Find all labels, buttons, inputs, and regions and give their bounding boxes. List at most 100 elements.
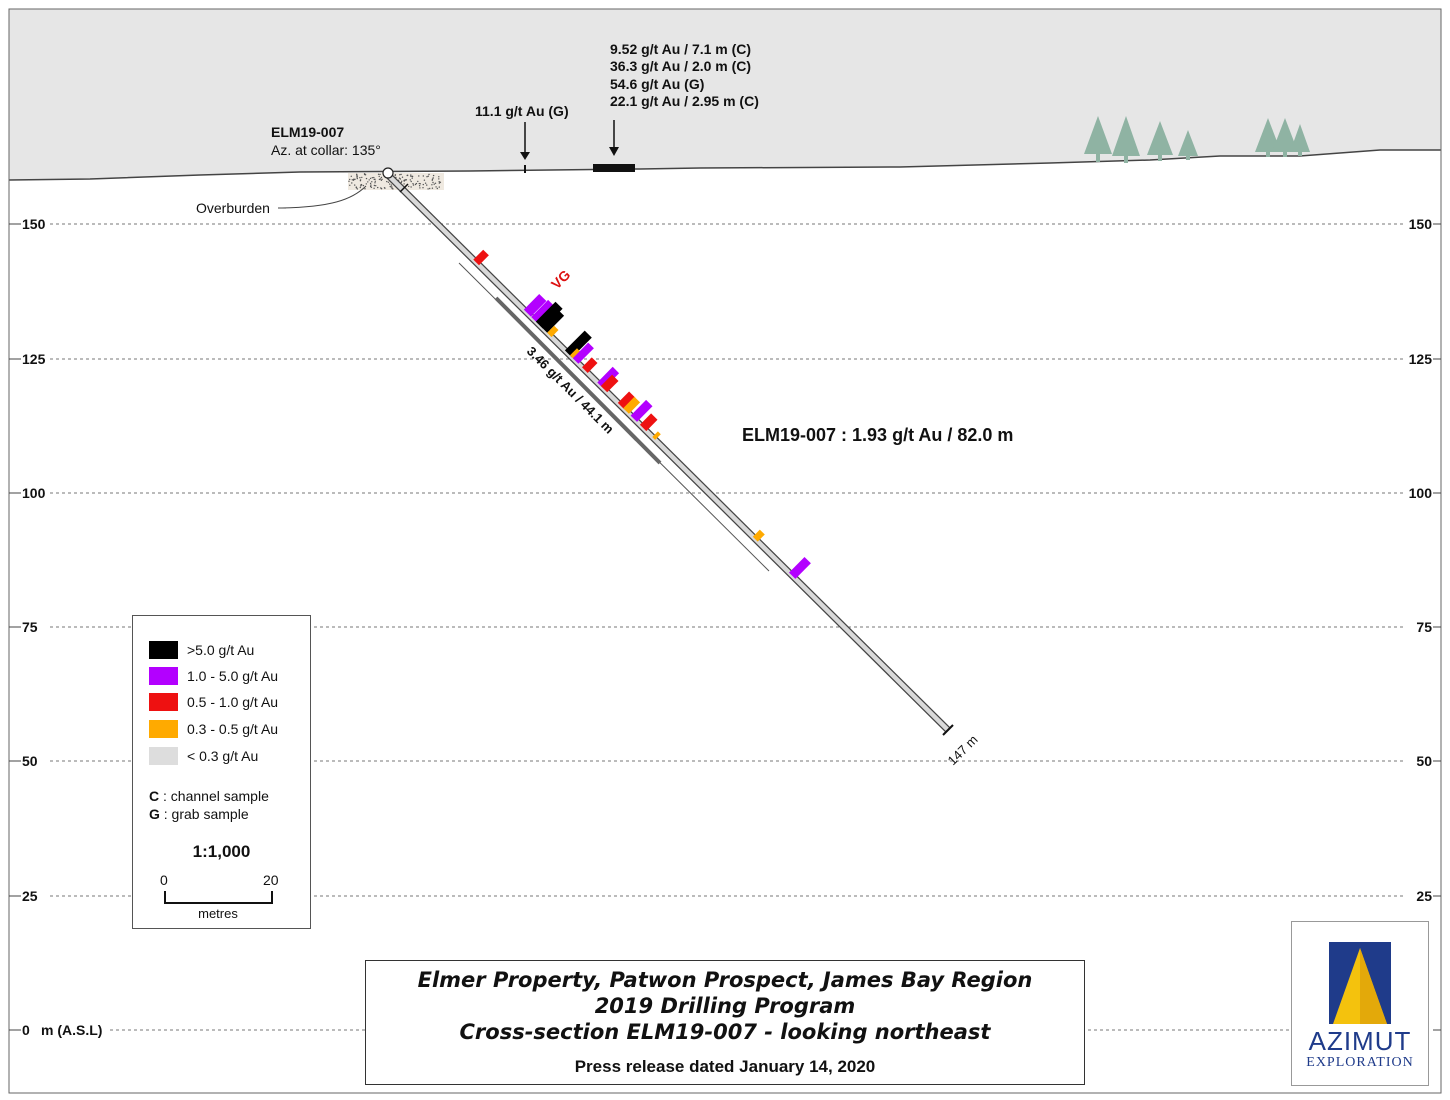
title-box: Elmer Property, Patwon Prospect, James B…: [365, 960, 1085, 1085]
stipple-dot: [404, 179, 406, 181]
stipple-dot: [368, 179, 370, 181]
stipple-dot: [377, 173, 380, 175]
stipple-dot: [381, 178, 383, 180]
stipple-dot: [414, 183, 417, 186]
stipple-dot: [369, 177, 372, 180]
stipple-dot: [389, 183, 391, 185]
scale-end-label: 20: [263, 872, 279, 888]
elevation-label-left: 100: [22, 485, 46, 501]
stipple-dot: [422, 183, 424, 186]
stipple-dot: [380, 188, 383, 190]
elevation-label-left: 50: [22, 753, 38, 769]
surface-sample-group-marker: [593, 120, 635, 172]
legend-item-03to05: 0.3 - 0.5 g/t Au: [149, 720, 278, 738]
title-line-1: Elmer Property, Patwon Prospect, James B…: [417, 968, 1033, 992]
assay-sample-bar: [535, 301, 563, 329]
legend-note-grab: G : grab sample: [149, 806, 249, 822]
stipple-dot: [428, 173, 430, 176]
elevation-grid: 150 150 125 125 100 100 75 75 50 50 25 25 0: [9, 216, 1441, 1038]
stipple-dot: [439, 181, 442, 183]
stipple-dot: [365, 183, 367, 185]
stipple-dot: [373, 187, 375, 189]
stipple-dot: [438, 186, 440, 188]
legend-swatch: [149, 720, 178, 738]
stipple-dot: [427, 188, 429, 190]
elevation-label-left: 0: [22, 1022, 30, 1038]
hole-azimuth-label: Az. at collar: 135°: [271, 142, 381, 158]
stipple-dot: [422, 175, 424, 177]
elevation-label-left: 25: [22, 888, 38, 904]
hole-name-label: ELM19-007: [271, 124, 344, 140]
stipple-dot: [406, 174, 408, 177]
assay-sample-bar: [540, 308, 565, 333]
stipple-dot: [359, 186, 361, 189]
elevation-label-left: 125: [22, 351, 46, 367]
elevation-label-left: 75: [22, 619, 38, 635]
stipple-dot: [379, 178, 382, 180]
stipple-dot: [418, 185, 421, 187]
tree-icon: [1272, 118, 1298, 157]
legend-item-gt5: >5.0 g/t Au: [149, 641, 254, 659]
assay-sample-bar: [569, 348, 582, 360]
stipple-dot: [374, 182, 376, 184]
legend-swatch: [149, 667, 178, 685]
stipple-dot: [400, 173, 402, 176]
elevation-label-right: 125: [1409, 351, 1433, 367]
stipple-dot: [410, 174, 412, 176]
stipple-dot: [362, 184, 365, 187]
logo-subtitle: EXPLORATION: [1306, 1055, 1414, 1070]
elevation-label-right: 75: [1416, 619, 1432, 635]
stipple-dot: [371, 181, 373, 183]
vg-label: VG: [548, 266, 574, 292]
stipple-dot: [353, 178, 355, 180]
legend-swatch: [149, 641, 178, 659]
surface-sample-single: [520, 122, 530, 173]
scale-bar: 0 20 metres: [160, 872, 279, 921]
legend-label: 0.5 - 1.0 g/t Au: [187, 694, 279, 710]
legend-label: 1.0 - 5.0 g/t Au: [187, 668, 279, 684]
logo-name: AZIMUT: [1308, 1026, 1412, 1056]
elevation-label-right: 25: [1416, 888, 1432, 904]
stipple-dot: [390, 184, 393, 186]
stipple-dot: [356, 175, 358, 177]
stipple-dot: [370, 184, 372, 186]
stipple-dot: [398, 177, 401, 179]
stipple-dot: [433, 183, 435, 185]
drill-hole: [383, 170, 954, 736]
drill-collar: [382, 167, 394, 179]
stipple-dot: [387, 181, 390, 183]
elevation-label-right: 50: [1416, 753, 1432, 769]
legend-swatch: [149, 747, 178, 765]
stipple-dot: [356, 176, 358, 178]
stipple-dot: [359, 179, 362, 181]
assay-sample-bar: [617, 391, 636, 410]
assay-sample-bar: [547, 325, 559, 338]
stipple-dot: [424, 182, 427, 184]
intercept-bar-sub: [494, 296, 662, 465]
legend-item-1to5: 1.0 - 5.0 g/t Au: [149, 667, 278, 685]
end-depth-label: 147 m: [945, 732, 981, 768]
stipple-dot: [383, 187, 386, 189]
title-line-2: 2019 Drilling Program: [594, 994, 856, 1018]
legend-note-key: G: [149, 806, 160, 822]
legend-note-key: C: [149, 788, 160, 804]
elevation-label-left: 150: [22, 216, 46, 232]
stipple-dot: [429, 187, 431, 190]
assay-sample-bar: [531, 299, 555, 324]
asl-unit-label: m (A.S.L): [41, 1022, 102, 1038]
stipple-dot: [432, 177, 434, 179]
stipple-dot: [438, 182, 441, 184]
assay-sample-bar: [752, 529, 765, 542]
stipple-dot: [400, 181, 402, 184]
stipple-dot: [356, 188, 359, 190]
stipple-dot: [438, 178, 440, 180]
legend-label: < 0.3 g/t Au: [187, 748, 259, 764]
legend-note-text: : grab sample: [159, 806, 249, 822]
stipple-dot: [348, 180, 350, 182]
assay-sample-bar: [639, 413, 658, 432]
stipple-dot: [374, 180, 376, 182]
overall-intercept-label: ELM19-007 : 1.93 g/t Au / 82.0 m: [742, 425, 1013, 445]
tree-icons: [1084, 116, 1310, 163]
azimut-logo-icon: [1329, 942, 1391, 1024]
surface-sample-line-1: 9.52 g/t Au / 7.1 m (C): [610, 41, 751, 57]
